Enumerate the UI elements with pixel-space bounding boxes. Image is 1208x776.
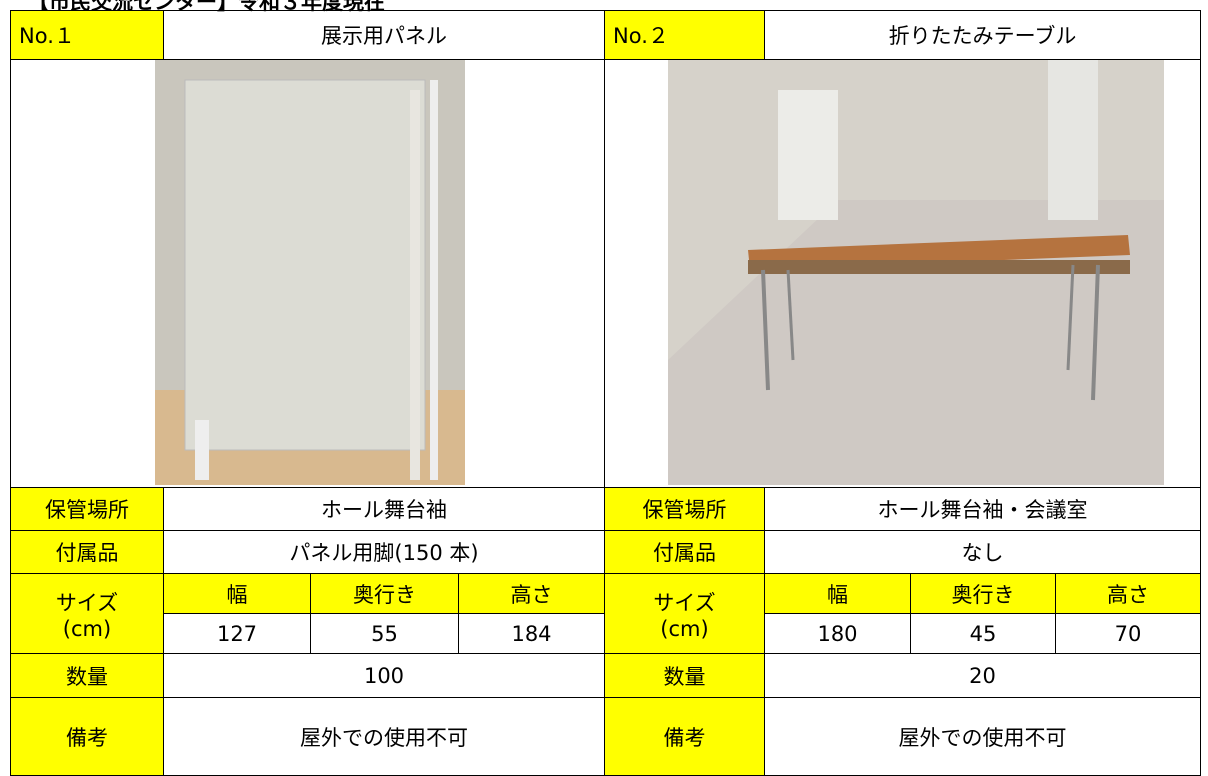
size-value: 45 bbox=[910, 613, 1056, 654]
item-name-text: 展示用パネル bbox=[321, 24, 447, 48]
label-text: 備考 bbox=[663, 725, 706, 750]
storage: ホール舞台袖・会議室 bbox=[764, 487, 1201, 531]
item-name: 折りたたみテーブル bbox=[764, 10, 1201, 60]
item-name: 展示用パネル bbox=[163, 10, 605, 60]
label: 保管場所 bbox=[604, 487, 765, 531]
size-value: 180 bbox=[764, 613, 911, 654]
label-text: 数量 bbox=[66, 664, 108, 689]
storage-text: ホール舞台袖・会議室 bbox=[877, 498, 1088, 522]
label: サイズ (cm) bbox=[10, 573, 164, 654]
accessories: なし bbox=[764, 530, 1201, 574]
storage: ホール舞台袖 bbox=[163, 487, 605, 531]
quantity: 20 bbox=[764, 653, 1201, 698]
label-text: サイズ bbox=[653, 590, 716, 615]
notes-text: 屋外での使用不可 bbox=[300, 725, 468, 750]
item-no: No.２ bbox=[604, 10, 765, 60]
size-value: 184 bbox=[458, 613, 605, 654]
size-header: 幅 bbox=[764, 573, 911, 614]
item-no: No.１ bbox=[10, 10, 164, 60]
label-text: (cm) bbox=[62, 616, 112, 641]
size-value-text: 180 bbox=[817, 621, 858, 646]
item-name-text: 折りたたみテーブル bbox=[888, 24, 1077, 48]
size-value-text: 55 bbox=[371, 621, 398, 646]
accessories: パネル用脚(150 本) bbox=[163, 530, 605, 574]
label-text: 保管場所 bbox=[45, 498, 129, 522]
accessories-text: パネル用脚(150 本) bbox=[289, 541, 479, 565]
size-header-text: 奥行き bbox=[353, 582, 416, 607]
size-header: 奥行き bbox=[310, 573, 459, 614]
label: 数量 bbox=[10, 653, 164, 698]
label-text: 数量 bbox=[663, 664, 706, 689]
label-text: 付属品 bbox=[55, 541, 119, 565]
notes: 屋外での使用不可 bbox=[764, 697, 1201, 776]
label: 備考 bbox=[10, 697, 164, 776]
photo-panel bbox=[155, 60, 465, 485]
size-value: 70 bbox=[1055, 613, 1201, 654]
label: 保管場所 bbox=[10, 487, 164, 531]
size-value-text: 184 bbox=[511, 621, 552, 646]
accessories-text: なし bbox=[961, 541, 1004, 565]
photo-table bbox=[668, 60, 1164, 485]
notes-text: 屋外での使用不可 bbox=[898, 725, 1067, 750]
size-header: 高さ bbox=[1055, 573, 1201, 614]
size-header: 奥行き bbox=[910, 573, 1056, 614]
label: 付属品 bbox=[604, 530, 765, 574]
label-text: 保管場所 bbox=[642, 498, 727, 522]
label: 備考 bbox=[604, 697, 765, 776]
label-text: (cm) bbox=[660, 616, 709, 641]
size-value-text: 70 bbox=[1114, 621, 1142, 646]
quantity-text: 100 bbox=[363, 663, 405, 688]
label-text: サイズ bbox=[55, 590, 119, 615]
label-text: 備考 bbox=[66, 725, 108, 750]
storage-text: ホール舞台袖 bbox=[321, 498, 447, 522]
quantity-text: 20 bbox=[969, 663, 996, 688]
size-header-text: 高さ bbox=[1107, 582, 1149, 607]
size-value: 55 bbox=[310, 613, 459, 654]
size-header-text: 幅 bbox=[827, 582, 848, 607]
item-no-text: No.１ bbox=[19, 24, 75, 48]
size-value-text: 127 bbox=[216, 621, 258, 646]
size-header-text: 幅 bbox=[226, 582, 248, 607]
size-header: 高さ bbox=[458, 573, 605, 614]
label-text: 付属品 bbox=[653, 541, 716, 565]
quantity: 100 bbox=[163, 653, 605, 698]
label: サイズ (cm) bbox=[604, 573, 765, 654]
size-value-text: 45 bbox=[969, 621, 997, 646]
size-header-text: 高さ bbox=[510, 582, 553, 607]
label: 数量 bbox=[604, 653, 765, 698]
size-header-text: 奥行き bbox=[951, 582, 1015, 607]
label: 付属品 bbox=[10, 530, 164, 574]
size-header: 幅 bbox=[163, 573, 311, 614]
notes: 屋外での使用不可 bbox=[163, 697, 605, 776]
size-value: 127 bbox=[163, 613, 311, 654]
item-no-text: No.２ bbox=[613, 24, 669, 48]
